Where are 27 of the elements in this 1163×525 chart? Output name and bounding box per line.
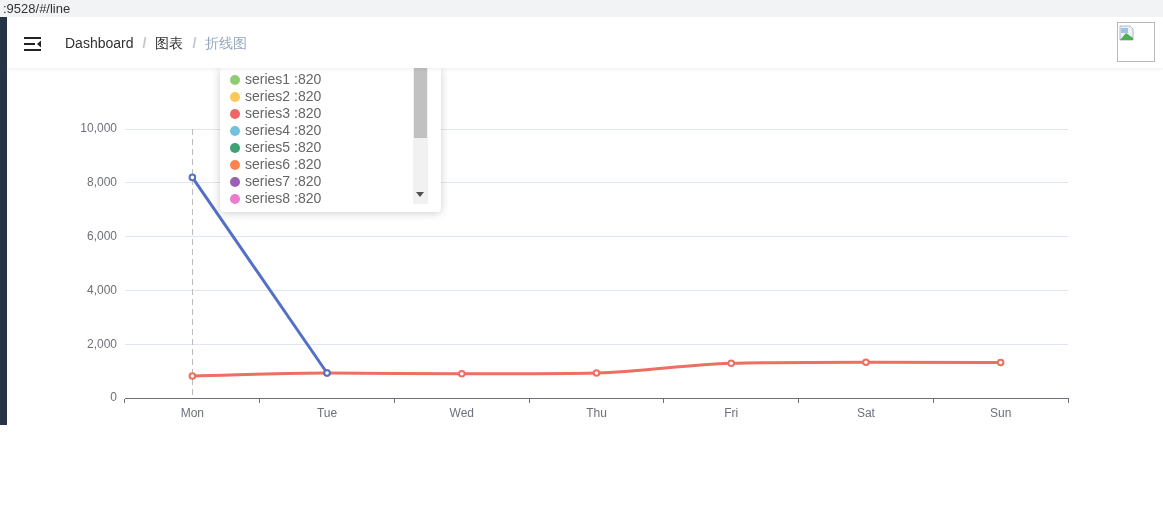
text: 折线图 bbox=[205, 35, 248, 52]
annotation: series4 :820 bbox=[245, 122, 322, 138]
annotation: series5 :820 bbox=[245, 139, 322, 155]
annotation: series6 :820 bbox=[245, 156, 322, 172]
x-tick-label: Thu bbox=[586, 405, 607, 420]
y-tick-label: 10,000 bbox=[80, 121, 118, 136]
annotation: series8 :820 bbox=[245, 190, 322, 206]
y-tick-label: 6,000 bbox=[86, 228, 118, 243]
y-tick-label: 8,000 bbox=[86, 175, 118, 190]
text: / bbox=[192, 35, 197, 52]
text: 图表 bbox=[155, 35, 184, 52]
x-tick-label: Wed bbox=[449, 405, 475, 420]
text: series2 :820 bbox=[245, 88, 322, 104]
annotation: series7 :820 bbox=[245, 173, 322, 189]
text: :9528/#/line bbox=[3, 1, 71, 16]
text: series3 :820 bbox=[245, 105, 322, 121]
x-tick-label: Sat bbox=[856, 405, 876, 420]
text: series1 :820 bbox=[245, 71, 322, 87]
text: / bbox=[142, 35, 147, 52]
x-tick-label: Fri bbox=[724, 405, 739, 420]
y-tick-label: 4,000 bbox=[86, 282, 118, 297]
x-tick-label: Sun bbox=[989, 405, 1012, 420]
text: Dashboard bbox=[65, 35, 134, 52]
y-tick-label: 2,000 bbox=[86, 336, 118, 351]
x-tick-label: Tue bbox=[316, 405, 338, 420]
x-tick-label: Mon bbox=[180, 405, 205, 420]
y-tick-label: 0 bbox=[110, 390, 118, 405]
